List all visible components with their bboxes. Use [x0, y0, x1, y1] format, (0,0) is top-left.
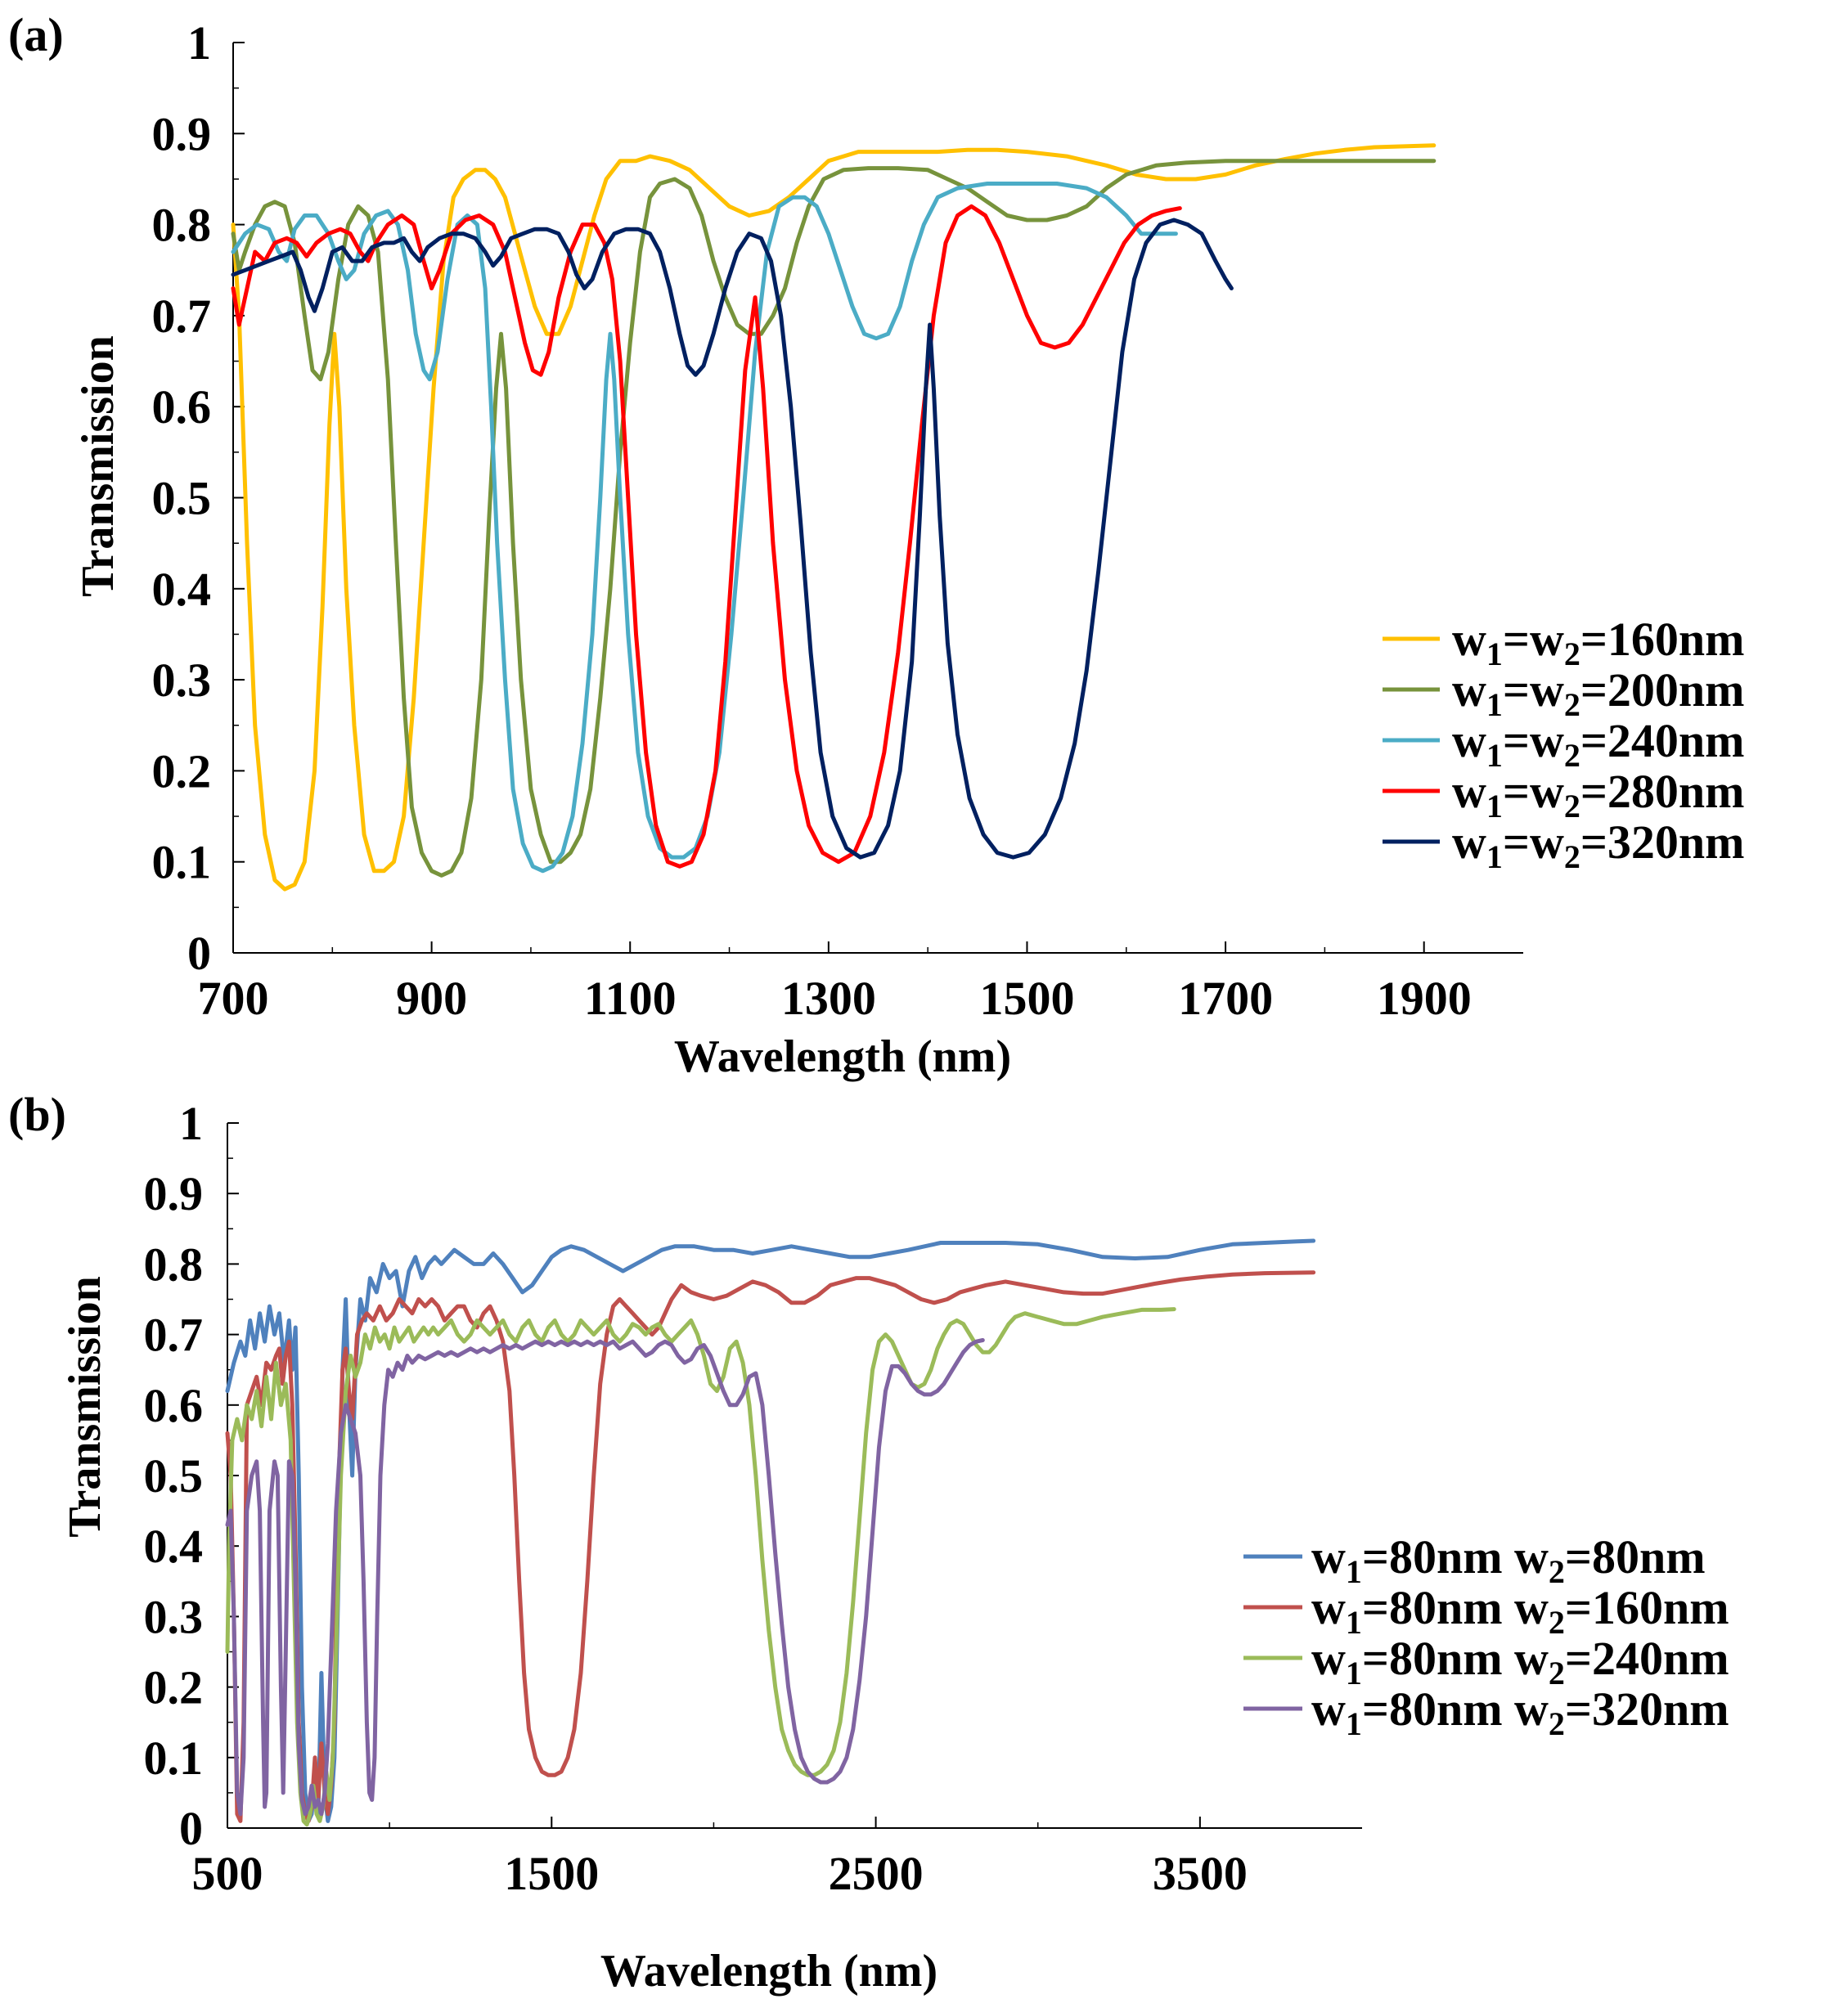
panel-a-x-tick-label: 1700 — [1178, 972, 1273, 1025]
panel-a-series-line-4 — [231, 204, 1182, 869]
panel-a-legend-label-5: w1=w2=320nm — [1452, 815, 1744, 875]
panel-a-x-tick-label: 700 — [198, 972, 269, 1025]
panel-a-series — [231, 143, 1437, 892]
panel-b-x-tick-label: 2500 — [829, 1847, 924, 1900]
panel-a-series-line-5 — [231, 218, 1234, 860]
panel-b-y-axis-title: Transmission — [60, 1276, 110, 1537]
panel-b-legend-label-1: w1=80nm w2=80nm — [1311, 1530, 1706, 1590]
panel-a-y-tick-label: 0.2 — [152, 744, 212, 797]
panel-a-y-tick-label: 0.7 — [152, 290, 212, 343]
panel-b-x-tick-label: 500 — [192, 1847, 263, 1900]
panel-b-y-tick-label: 0.9 — [144, 1167, 204, 1220]
panel-b-series-line-2 — [225, 1270, 1316, 1823]
panel-b-y-tick-label: 0.1 — [144, 1732, 204, 1785]
panel-b-series-line-4 — [225, 1338, 985, 1817]
panel-a-y-tick-label: 0.5 — [152, 472, 212, 525]
panel-a-legend: w1=w2=160nmw1=w2=200nmw1=w2=240nmw1=w2=2… — [1383, 613, 1744, 875]
panel-a-y-tick-label: 0.8 — [152, 199, 212, 252]
panel-a-y-tick-label: 0.6 — [152, 380, 212, 433]
panel-b-series-line-1 — [225, 1238, 1316, 1823]
panel-a-x-tick-label: 1100 — [584, 972, 677, 1025]
panel-a-legend-label-3: w1=w2=240nm — [1452, 714, 1744, 774]
panel-b-y-tick-label: 0.5 — [144, 1449, 204, 1503]
panel-b-x-tick-label: 3500 — [1153, 1847, 1248, 1900]
panel-a-y-tick-label: 1 — [187, 16, 211, 70]
panel-a-legend-label-4: w1=w2=280nm — [1452, 765, 1744, 824]
panel-a-x-axis-title: Wavelength (nm) — [674, 1031, 1011, 1082]
panel-a-y-tick-label: 0.3 — [152, 654, 212, 707]
panel-a-y-tick-label: 0.1 — [152, 836, 212, 889]
panel-b-x-tick-label: 1500 — [504, 1847, 599, 1900]
panel-a-series-line-3 — [231, 182, 1178, 874]
panel-b-legend-label-2: w1=80nm w2=160nm — [1311, 1581, 1729, 1641]
panel-b-label: (b) — [8, 1088, 66, 1141]
panel-b-series — [225, 1238, 1316, 1827]
panel-a-x-tick-label: 1500 — [979, 972, 1074, 1025]
panel-b-y-tick-label: 0.3 — [144, 1590, 204, 1643]
panel-a-y-tick-label: 0.4 — [152, 563, 212, 616]
panel-b-y-tick-label: 0.7 — [144, 1309, 204, 1362]
panel-a-x-tick-label: 900 — [396, 972, 467, 1025]
panel-b-y-tick-label: 0 — [179, 1802, 203, 1855]
panel-b-y-tick-label: 0.6 — [144, 1379, 204, 1432]
panel-b-y-tick-label: 0.4 — [144, 1520, 204, 1573]
panel-b-y-tick-label: 0.8 — [144, 1238, 204, 1291]
panel-a-legend-label-1: w1=w2=160nm — [1452, 613, 1744, 672]
panel-a-series-line-2 — [231, 159, 1437, 878]
panel-a-x-tick-label: 1300 — [781, 972, 876, 1025]
panel-a-legend-label-2: w1=w2=200nm — [1452, 663, 1744, 723]
panel-b-legend-label-4: w1=80nm w2=320nm — [1311, 1682, 1729, 1742]
panel-a-series-line-1 — [231, 143, 1437, 892]
panel-a-label: (a) — [8, 8, 64, 61]
panel-a-y-tick-label: 0.9 — [152, 107, 212, 160]
panel-a-y-tick-label: 0 — [187, 927, 211, 980]
panel-b-x-axis-title: Wavelength (nm) — [600, 1946, 937, 1997]
panel-b-legend-label-3: w1=80nm w2=240nm — [1311, 1632, 1729, 1691]
panel-b-y-tick-label: 1 — [179, 1097, 203, 1150]
panel-a-y-axis-title: Transmission — [73, 335, 124, 596]
panel-b-y-tick-label: 0.2 — [144, 1661, 204, 1714]
panel-a-x-tick-label: 1900 — [1377, 972, 1472, 1025]
